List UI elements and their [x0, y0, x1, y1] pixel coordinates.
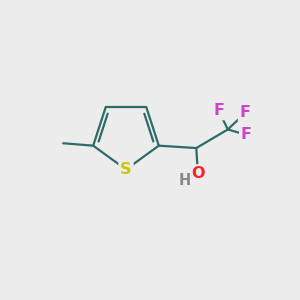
- Text: F: F: [213, 103, 224, 118]
- Text: F: F: [241, 128, 252, 142]
- Text: O: O: [191, 166, 205, 181]
- Text: H: H: [178, 173, 190, 188]
- Text: F: F: [240, 106, 251, 121]
- Text: S: S: [120, 162, 132, 177]
